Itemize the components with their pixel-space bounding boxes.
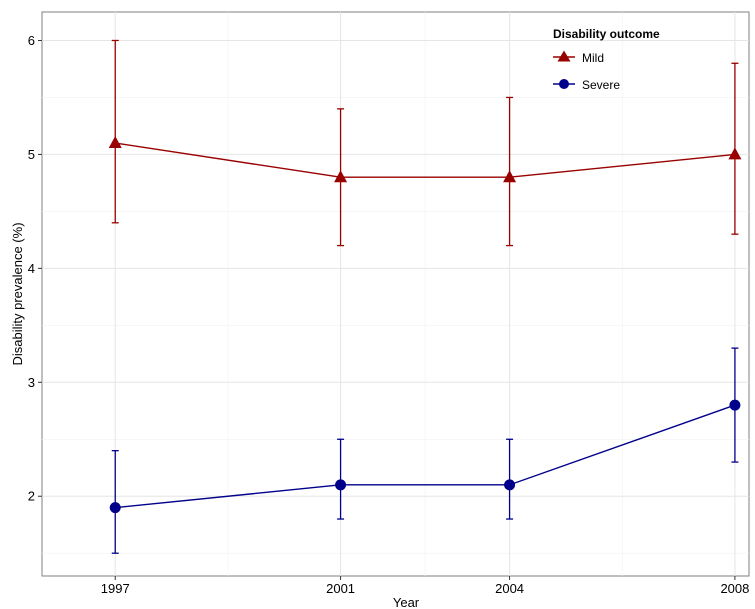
legend-item-mild: Mild [553,50,604,65]
y-tick-label: 6 [28,33,35,48]
legend: Disability outcome Mild Severe [553,27,660,92]
legend-item-severe: Severe [553,78,620,92]
legend-key-circle-icon [559,79,569,89]
data-point-mild [334,170,348,183]
y-tick-label: 5 [28,147,35,162]
series-line-severe [115,404,736,509]
axis-layer: 1997 2001 2004 2008 2 3 4 5 6 [28,33,750,596]
legend-label-severe: Severe [582,78,620,92]
legend-title: Disability outcome [553,27,660,41]
series-mild [108,39,742,247]
plot-panel [41,11,750,577]
data-point-severe [729,399,741,411]
y-axis-title: Disability prevalence (%) [10,222,25,365]
y-tick-label: 4 [28,261,35,276]
x-tick-label: 2004 [495,581,524,596]
series-severe [109,347,741,554]
legend-label-mild: Mild [582,51,604,65]
data-point-mild [108,136,122,149]
data-point-severe [335,479,347,491]
x-tick-label: 1997 [101,581,130,596]
y-tick-label: 2 [28,489,35,504]
series-layer [108,39,742,554]
data-point-severe [109,502,121,514]
y-tick-label: 3 [28,375,35,390]
x-axis-title: Year [393,595,420,609]
data-point-mild [728,147,742,160]
legend-key-triangle-icon [557,50,571,62]
x-tick-label: 2008 [720,581,749,596]
series-line-mild [115,142,735,178]
data-point-mild [503,170,517,183]
x-tick-label: 2001 [326,581,355,596]
data-point-severe [504,479,516,491]
